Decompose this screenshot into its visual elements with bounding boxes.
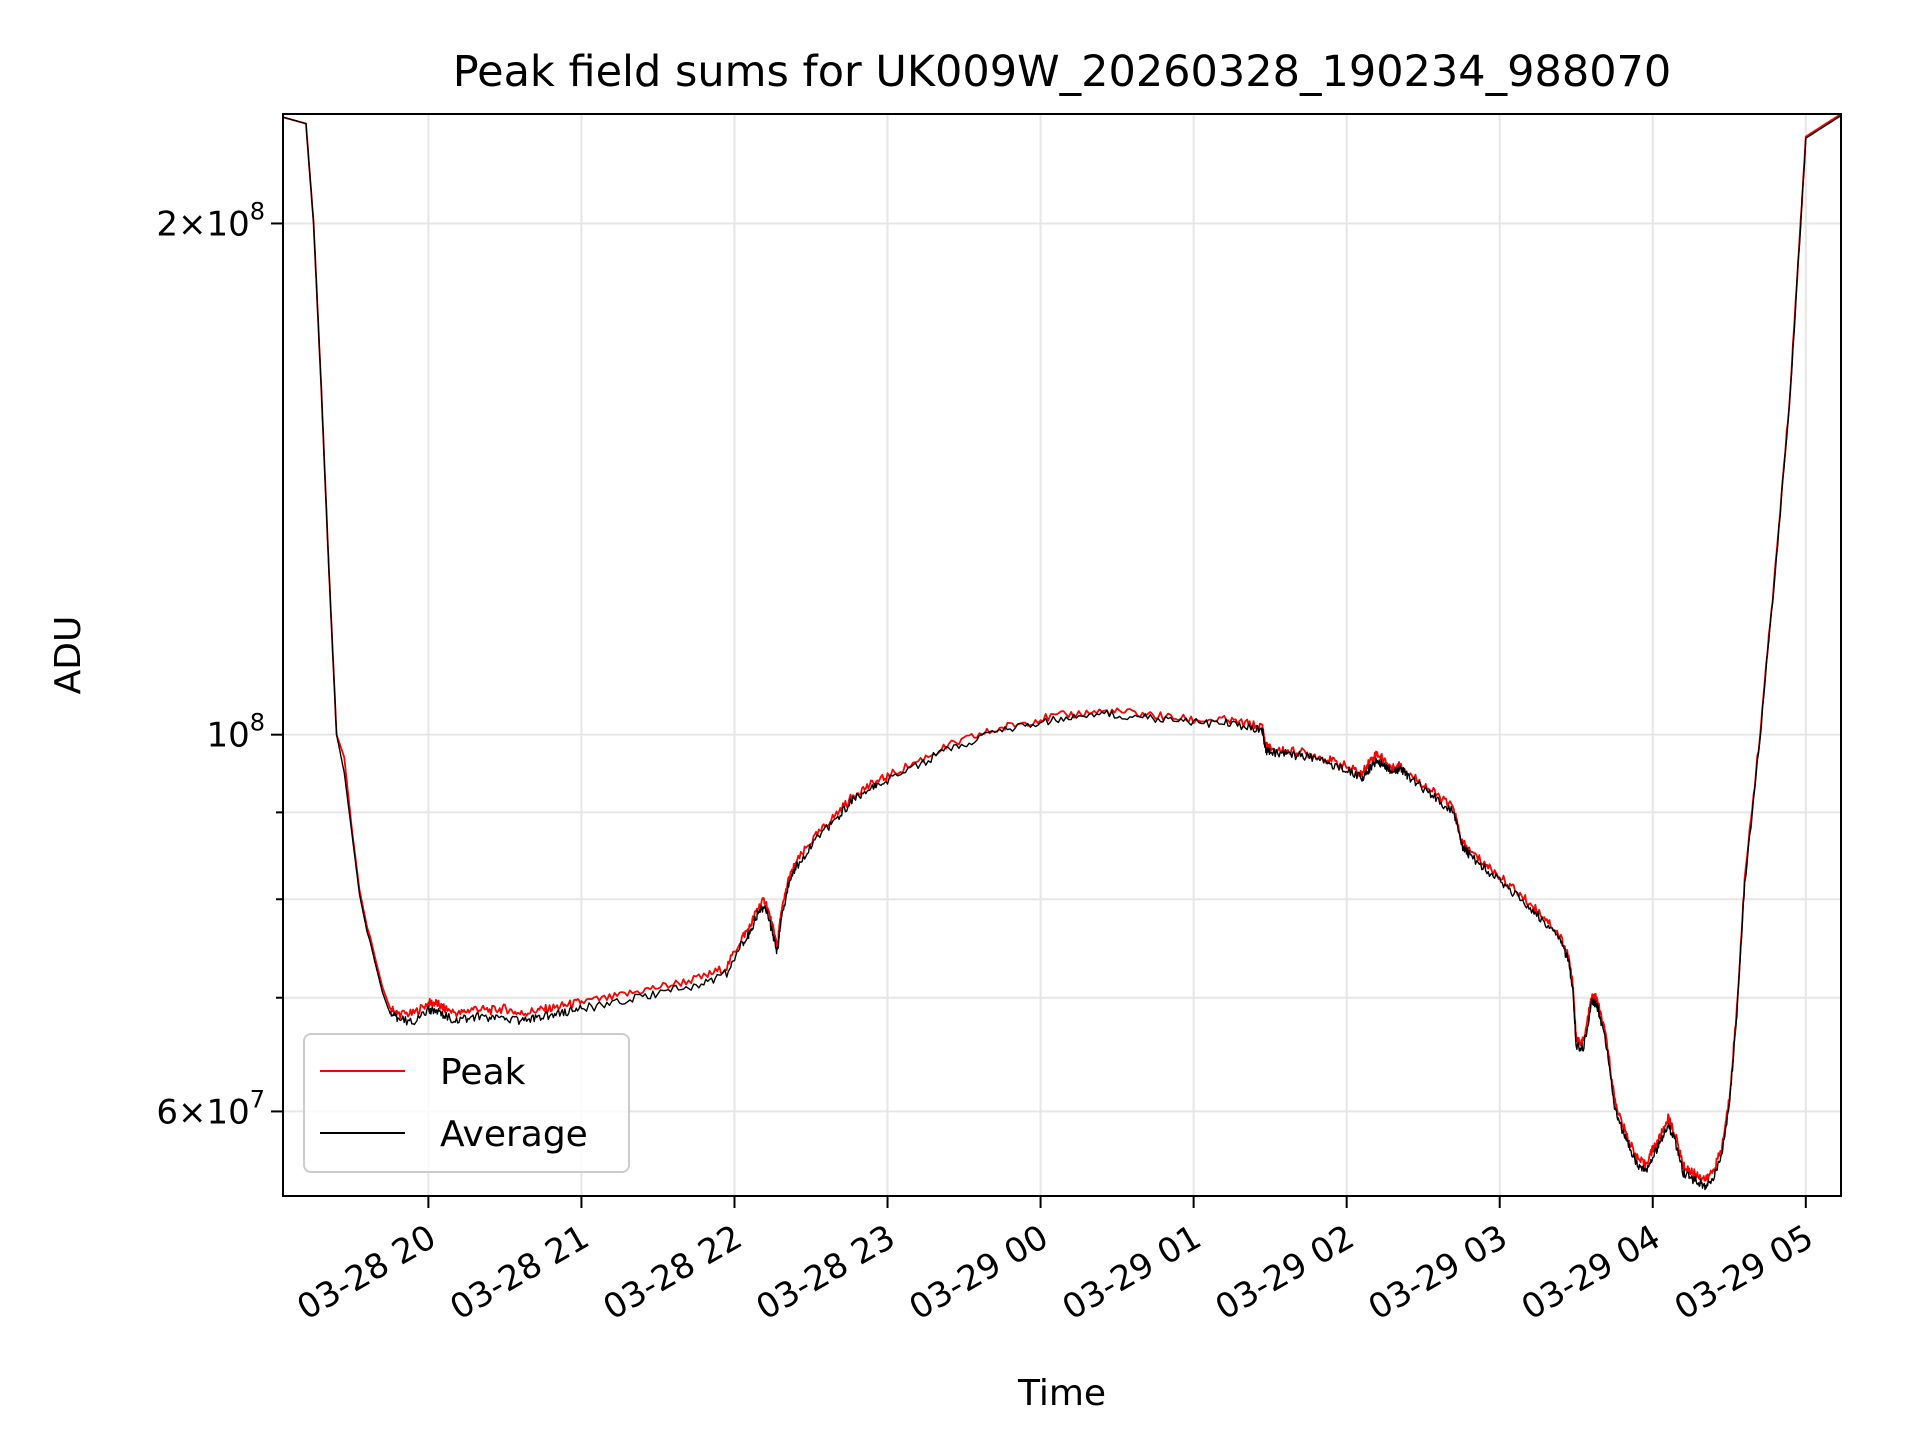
plot-area <box>283 114 1841 1196</box>
series-line-average <box>282 115 1842 1191</box>
y-tick-label: 108 <box>206 709 265 756</box>
y-tick-label: 6×107 <box>156 1085 265 1132</box>
y-axis-label: ADU <box>48 616 89 695</box>
x-axis-label: Time <box>1017 1373 1106 1414</box>
gridlines <box>283 114 1841 1196</box>
axes-frame <box>282 113 1842 1197</box>
legend-label-peak: Peak <box>440 1052 526 1093</box>
y-axis-ticks: 6×107 108 2×108 <box>156 197 283 1132</box>
series-layer <box>282 113 1842 1191</box>
y-tick-label: 2×108 <box>156 197 265 244</box>
legend-box <box>303 1033 630 1173</box>
chart-title: Peak field sums for UK009W_20260328_1902… <box>453 47 1672 97</box>
legend: Peak Average <box>303 1033 630 1173</box>
legend-label-average: Average <box>440 1114 588 1155</box>
